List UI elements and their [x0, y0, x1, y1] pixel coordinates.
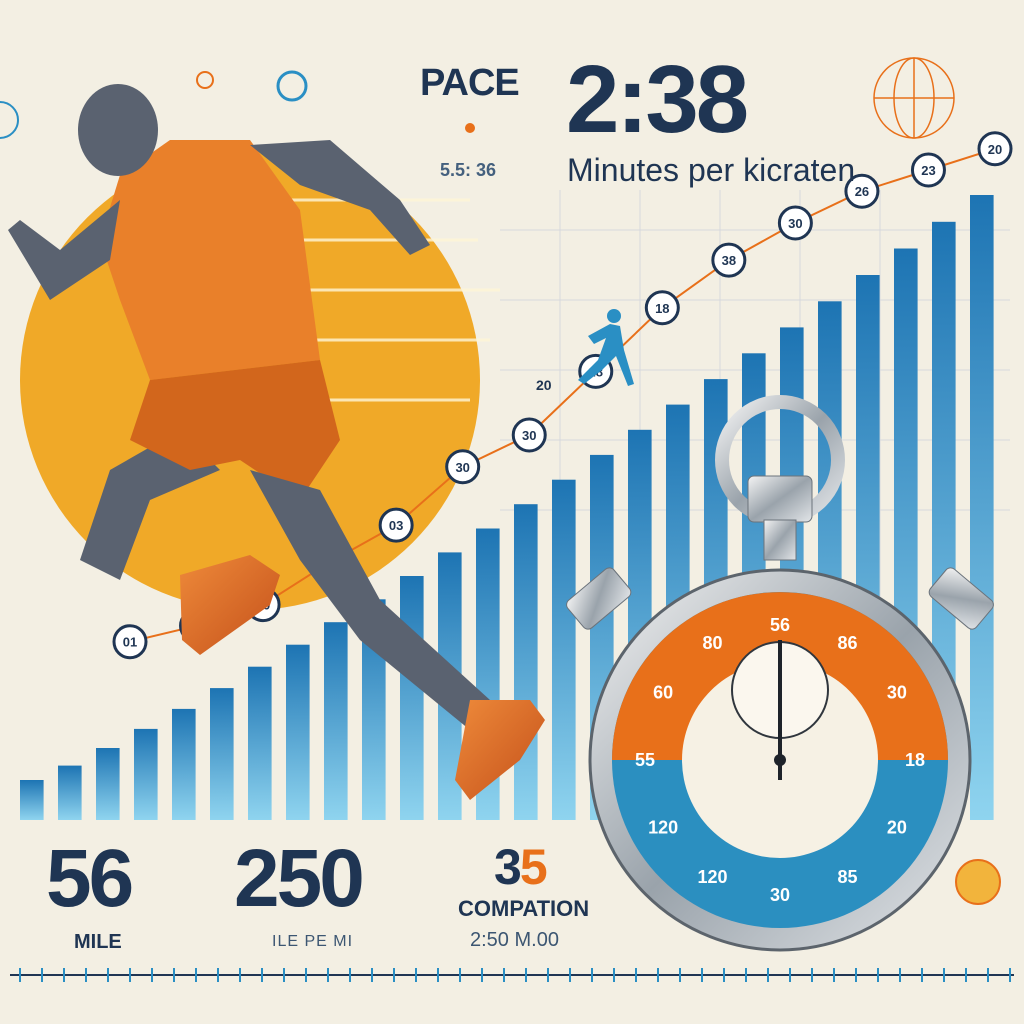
completion-stat-value: 35: [494, 839, 548, 895]
dial-label: 30: [887, 683, 907, 703]
bar: [286, 644, 310, 820]
completion-stat-time: 2:50 M.00: [470, 929, 559, 951]
runner-rear-arm: [8, 200, 120, 300]
runner-head: [78, 84, 158, 176]
deco-ring-blue: [276, 70, 308, 102]
deco-dot-orange: [465, 123, 475, 133]
trend-marker-dot: [777, 205, 813, 241]
trend-marker-dot: [378, 507, 414, 543]
dial-label: 55: [635, 750, 655, 770]
bar: [970, 195, 994, 820]
deco-ring-left: [0, 101, 19, 139]
stopwatch-right-button[interactable]: [927, 565, 996, 631]
trend-marker-dot: [910, 152, 946, 188]
dial-label: 120: [697, 867, 727, 887]
mile-stat-label: MILE: [74, 931, 122, 953]
dial-label: 80: [702, 633, 722, 653]
dial-label: 20: [887, 818, 907, 838]
bar: [248, 666, 272, 820]
trend-marker: 30: [445, 449, 481, 485]
trend-marker: 18: [644, 290, 680, 326]
trend-marker: 26: [844, 173, 880, 209]
stopwatch-stem: [763, 519, 797, 561]
pace-sub-value: 5.5: 36: [440, 160, 497, 180]
bar: [172, 708, 196, 820]
trend-marker-label: 03: [389, 518, 403, 533]
coin-icon: [955, 859, 1001, 905]
trend-marker-dot: [511, 417, 547, 453]
pace-stat-label: ILE PE MI: [272, 933, 354, 950]
pace-label: PACE: [420, 62, 520, 104]
stopwatch-hub: [774, 754, 786, 766]
trend-marker: 38: [711, 242, 747, 278]
trend-marker: 01: [112, 624, 148, 660]
runner-back-shoe: [180, 555, 280, 655]
runner-shirt: [100, 140, 320, 380]
dial-label: 30: [770, 885, 790, 905]
completion-stat-main: 3: [494, 839, 522, 895]
runner-front-arm: [250, 140, 430, 255]
trend-marker-label: 20: [988, 142, 1002, 157]
mile-stat-value: 56: [46, 833, 134, 924]
trend-marker-label: 30: [788, 216, 802, 231]
trend-marker: 20: [977, 131, 1013, 167]
bar: [96, 748, 120, 820]
bar: [134, 728, 158, 820]
runner-shorts: [130, 360, 340, 500]
dial-label: 60: [653, 683, 673, 703]
dial-label: 85: [837, 867, 857, 887]
pace-value: 2:38: [566, 46, 749, 153]
side-chart-label: 20: [536, 377, 552, 393]
stopwatch: 56 86 30 18 20 85 30 120 120 55 60 80: [564, 395, 996, 952]
completion-stat-label: COMPATION: [458, 896, 590, 921]
bar: [400, 576, 424, 820]
small-runner-icon: [578, 309, 634, 386]
dial-label: 86: [837, 633, 857, 653]
trend-marker-label: 26: [855, 184, 869, 199]
trend-marker-label: 23: [921, 163, 935, 178]
bar: [20, 780, 44, 820]
dial-label: 18: [905, 750, 925, 770]
ruler-ticks: [19, 968, 1011, 982]
runner-front-shoe: [455, 700, 545, 800]
trend-marker-label: 01: [123, 635, 137, 650]
trend-marker: 30: [777, 205, 813, 241]
bar: [514, 504, 538, 820]
stopwatch-crown: [747, 475, 813, 523]
trend-marker-dot: [844, 173, 880, 209]
stopwatch-dial-labels: 56 86 30 18 20 85 30 120 120 55 60 80: [635, 615, 925, 905]
runner-figure: [8, 84, 545, 800]
trend-marker: 30: [511, 417, 547, 453]
trend-marker-label: 30: [522, 428, 536, 443]
stopwatch-left-button[interactable]: [564, 565, 633, 631]
pace-unit-label: Minutes per kicraten: [567, 152, 856, 188]
bar: [324, 622, 348, 820]
dial-label: 56: [770, 615, 790, 635]
trend-marker-label: 30: [455, 460, 469, 475]
trend-marker-dot: [644, 290, 680, 326]
trend-marker-label: 38: [722, 253, 736, 268]
trend-marker: 23: [910, 152, 946, 188]
bar: [210, 688, 234, 820]
trend-marker-dot: [112, 624, 148, 660]
trend-marker-label: 18: [655, 301, 669, 316]
dial-label: 120: [648, 818, 678, 838]
deco-ring-orange: [196, 71, 214, 89]
bar: [58, 765, 82, 820]
trend-marker-dot: [977, 131, 1013, 167]
trend-marker-dot: [445, 449, 481, 485]
trend-marker: 03: [378, 507, 414, 543]
bar: [552, 479, 576, 820]
globe-icon: [873, 57, 955, 139]
trend-marker-dot: [711, 242, 747, 278]
completion-stat-accent: 5: [519, 839, 548, 895]
pace-stat-value: 250: [234, 833, 365, 924]
runner-front-leg: [250, 470, 490, 730]
